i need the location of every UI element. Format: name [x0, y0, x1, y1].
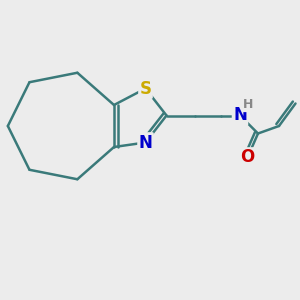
Text: N: N	[139, 134, 152, 152]
Text: N: N	[233, 106, 247, 124]
Text: H: H	[243, 98, 254, 112]
Text: O: O	[240, 148, 255, 166]
Text: S: S	[140, 80, 152, 98]
